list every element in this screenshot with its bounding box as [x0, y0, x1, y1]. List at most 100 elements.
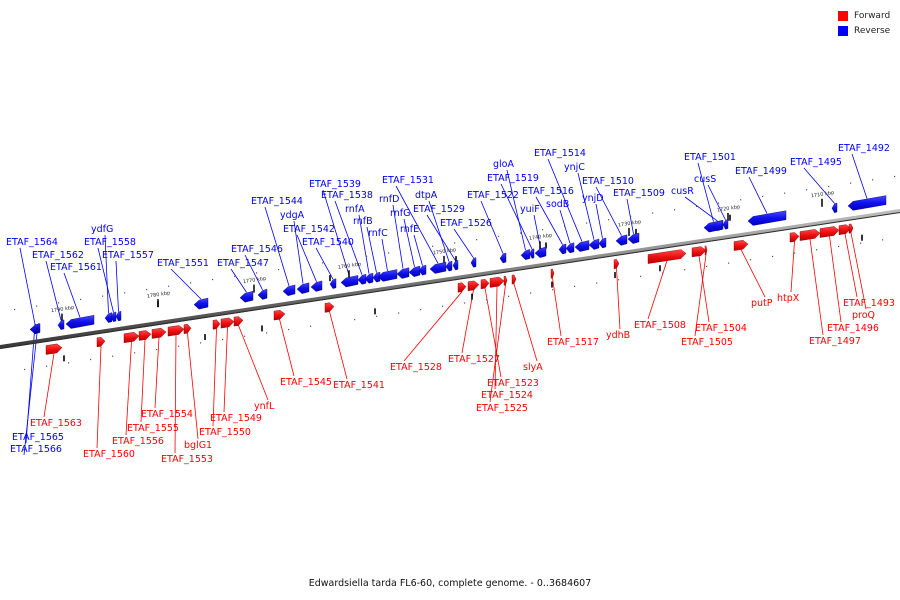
minor-tick	[322, 262, 324, 264]
minor-tick	[464, 302, 466, 304]
gene-arrow-yuif[interactable]	[534, 246, 547, 258]
gene-arrow-cusr[interactable]	[712, 220, 723, 231]
gene-arrow-ynfl[interactable]	[233, 316, 244, 327]
gene-arrow-etaf_1496[interactable]	[819, 226, 840, 238]
gene-arrow-etaf_1542[interactable]	[310, 280, 323, 292]
gene-arrow-etaf_1555[interactable]	[138, 330, 152, 341]
gene-arrow-etaf_1516[interactable]	[558, 243, 567, 255]
gene-arrow-etaf_1510[interactable]	[615, 234, 628, 246]
gene-arrow-etaf_1497[interactable]	[799, 229, 821, 241]
gene-arrow-ydhb[interactable]	[613, 259, 620, 269]
gene-arrow-etaf_1523[interactable]	[480, 278, 490, 290]
gene-arrow-etaf_1562[interactable]	[57, 319, 65, 330]
gene-arrow-rnfg[interactable]	[408, 265, 421, 277]
gene-arrow-etaf_1557[interactable]	[115, 310, 122, 322]
gene-label-etaf_1510: ETAF_1510	[582, 176, 634, 187]
gene-arrow-ydfg[interactable]	[104, 312, 113, 323]
gene-arrow-etaf_1550[interactable]	[212, 319, 221, 330]
leader-line	[461, 289, 474, 354]
gene-arrow-etaf_1551[interactable]	[193, 297, 209, 310]
gene-arrow-rnfe[interactable]	[418, 264, 427, 276]
gene-arrow-etaf_1528[interactable]	[457, 282, 467, 293]
leader-line	[395, 185, 439, 264]
gene-arrow-etaf_1540[interactable]	[329, 278, 337, 289]
leader-line	[45, 260, 62, 321]
gene-arrow-etaf_1499[interactable]	[747, 210, 787, 226]
minor-tick	[310, 325, 312, 327]
gene-arrow-etaf_1545[interactable]	[273, 309, 286, 321]
gene-label-rnfa: rnfA	[345, 204, 365, 215]
gene-label-etaf_1549: ETAF_1549	[210, 413, 262, 424]
gene-arrow-ydga[interactable]	[296, 282, 310, 294]
gene-arrow-etaf_1563[interactable]	[45, 343, 63, 355]
minor-tick	[344, 259, 346, 261]
gene-arrow-etaf_1544[interactable]	[282, 284, 296, 296]
gene-arrow-dtpa[interactable]	[445, 260, 453, 272]
minor-tick	[420, 309, 422, 311]
gene-arrow-etaf_1565[interactable]	[33, 323, 37, 334]
gene-arrow-etaf_1547[interactable]	[239, 291, 254, 303]
legend-reverse-label: Reverse	[854, 26, 891, 36]
gene-label-rnfe: rnfE	[400, 224, 419, 235]
gene-arrow-etaf_1539[interactable]	[340, 275, 359, 288]
gene-arrow-ynjc[interactable]	[588, 238, 600, 250]
gene-arrow-etaf_1541[interactable]	[324, 302, 335, 313]
gene-arrow-etaf_1526[interactable]	[470, 257, 477, 268]
minor-tick	[222, 338, 224, 341]
gene-arrow-ynjd[interactable]	[598, 237, 607, 249]
minor-tick	[90, 358, 92, 361]
gene-arrow-etaf_1560[interactable]	[96, 337, 106, 348]
minor-tick	[278, 268, 280, 271]
gene-label-ydhb: ydhB	[606, 330, 630, 341]
gene-arrow-etaf_1553[interactable]	[167, 325, 185, 337]
gene-arrow-etaf_1524[interactable]	[489, 276, 505, 288]
gene-arrow-putp[interactable]	[733, 240, 749, 251]
gene-arrow-etaf_1556[interactable]	[123, 332, 140, 343]
minor-tick	[586, 222, 588, 224]
gene-arrow-etaf_1492[interactable]	[847, 195, 887, 211]
minor-tick	[718, 202, 720, 204]
gene-arrow-etaf_1519[interactable]	[529, 248, 535, 259]
gene-arrow-etaf_1538[interactable]	[357, 273, 367, 285]
gene-arrow-etaf_1527[interactable]	[467, 280, 480, 292]
gene-arrow-htpx[interactable]	[789, 232, 800, 243]
gene-arrow-etaf_1529[interactable]	[452, 260, 459, 271]
leader-line	[279, 319, 295, 377]
minor-tick	[608, 219, 610, 221]
leader-line	[684, 196, 718, 222]
gene-arrow-etaf_1522[interactable]	[499, 252, 507, 264]
minor-tick	[618, 279, 620, 281]
gene-arrow-etaf_1546[interactable]	[257, 288, 268, 300]
gene-arrow-etaf_1549[interactable]	[220, 317, 235, 329]
gene-arrow-etaf_1517[interactable]	[550, 268, 555, 279]
gene-arrow-cuss[interactable]	[722, 219, 729, 230]
gene-label-etaf_1522: ETAF_1522	[467, 190, 519, 201]
gene-label-htpx: htpX	[777, 293, 800, 304]
gene-arrow-etaf_1561[interactable]	[65, 315, 95, 329]
leader-line	[547, 158, 583, 242]
gene-label-etaf_1545: ETAF_1545	[280, 377, 332, 388]
gene-arrow-etaf_1493[interactable]	[838, 224, 852, 235]
gene-arrow-sodb[interactable]	[565, 242, 575, 254]
gene-label-cuss: cusS	[694, 174, 716, 185]
minor-tick	[58, 302, 60, 304]
gene-arrow-slya[interactable]	[511, 274, 517, 285]
gene-arrow-etaf_1495[interactable]	[831, 202, 838, 214]
gene-arrow-etaf_1566[interactable]	[36, 323, 40, 334]
gene-arrow-etaf_1505[interactable]	[704, 245, 708, 256]
gene-arrow-rnfc[interactable]	[377, 269, 398, 282]
gene-arrow-etaf_1508[interactable]	[647, 249, 687, 264]
gene-arrow-etaf_1531[interactable]	[429, 261, 447, 274]
gene-arrow-proq[interactable]	[848, 223, 854, 234]
gene-arrow-etaf_1514[interactable]	[574, 240, 590, 252]
minor-tick	[168, 285, 170, 287]
gene-arrow-rnfd[interactable]	[396, 267, 410, 279]
gene-arrow-bglg1[interactable]	[183, 323, 192, 334]
gene-arrow-etaf_1525[interactable]	[503, 275, 508, 286]
gene-arrow-etaf_1509[interactable]	[627, 232, 640, 244]
gene-arrow-gloa[interactable]	[520, 249, 531, 260]
leader-line	[748, 176, 768, 214]
gene-arrow-etaf_1504[interactable]	[691, 246, 707, 258]
minor-tick	[332, 322, 334, 324]
gene-arrow-etaf_1554[interactable]	[151, 327, 167, 339]
